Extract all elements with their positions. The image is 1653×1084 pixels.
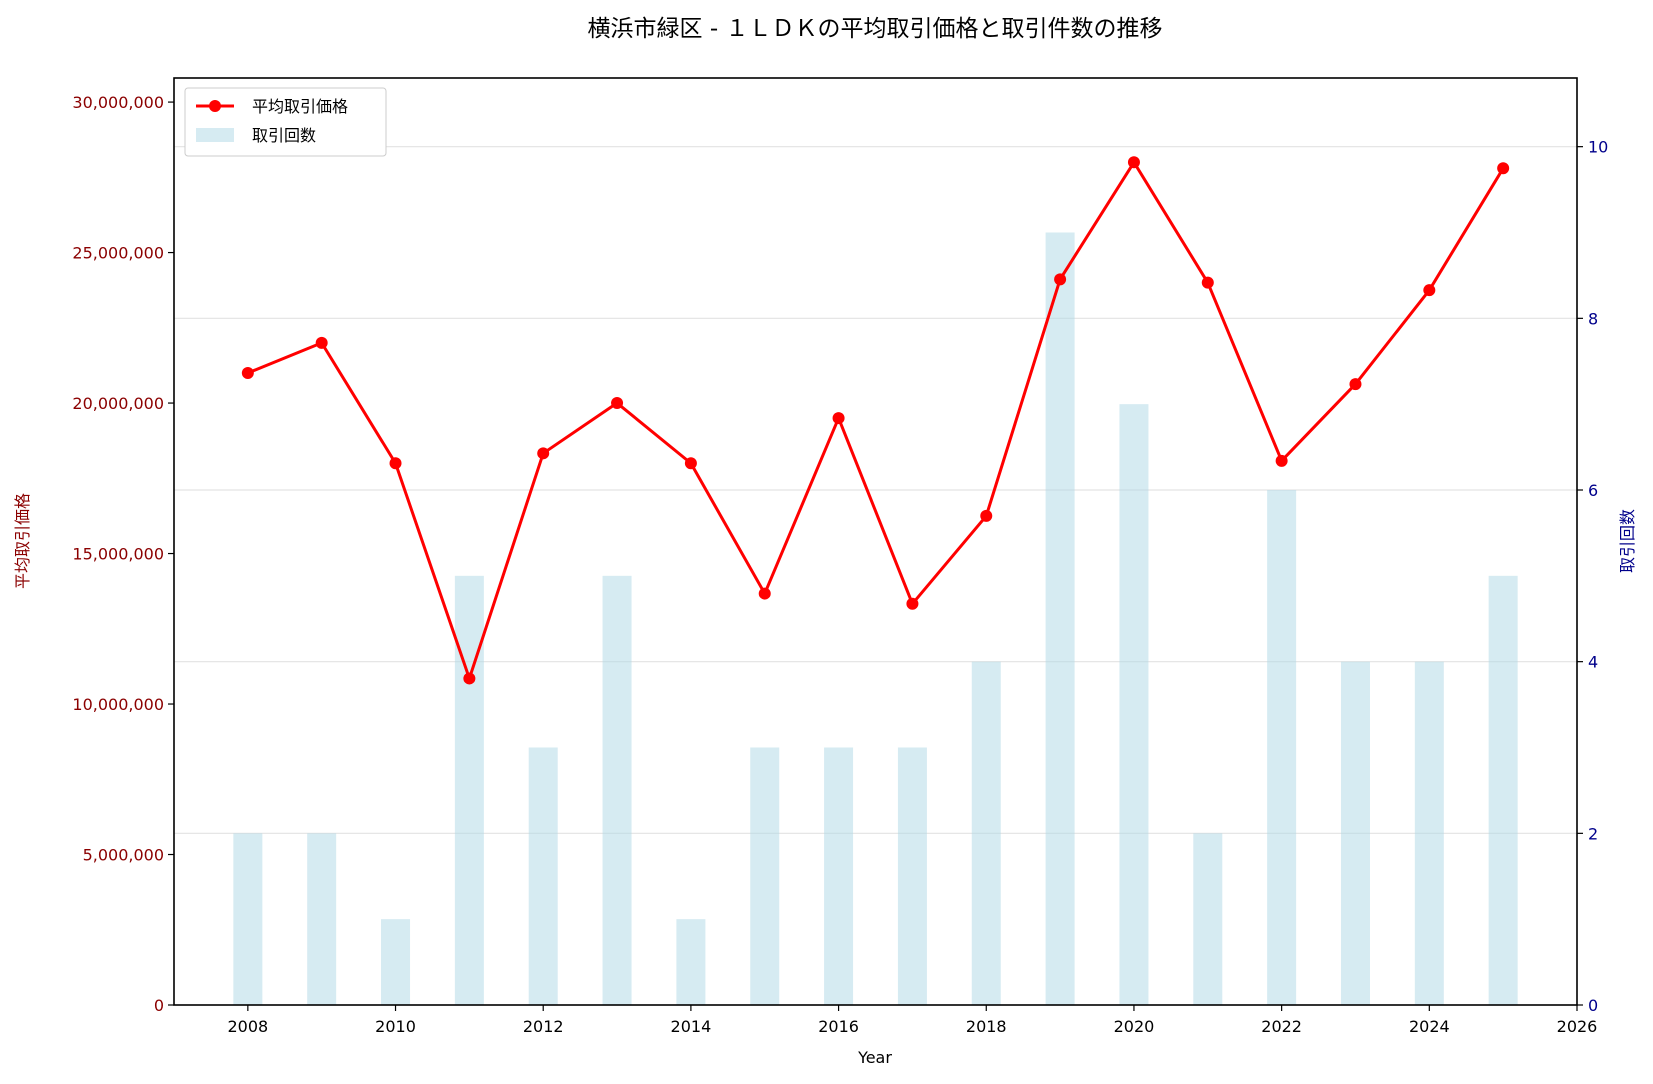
- y-left-tick-label: 30,000,000: [72, 93, 164, 112]
- price-point: [980, 509, 993, 522]
- line-series: [241, 156, 1510, 685]
- y-right-tick-label: 2: [1588, 824, 1598, 843]
- bar: [307, 833, 337, 1005]
- x-tick-label: 2012: [523, 1017, 564, 1036]
- x-axis: 2008 2010 2012 2014 2016 2018 2020 2022 2024 2026: [227, 1005, 1597, 1036]
- bar: [381, 919, 411, 1005]
- bar: [1045, 232, 1075, 1005]
- y-right-tick-label: 4: [1588, 653, 1598, 672]
- bar: [971, 661, 1001, 1005]
- price-point: [1275, 454, 1288, 467]
- legend-bar-swatch: [196, 128, 234, 142]
- price-point: [389, 457, 402, 470]
- bar: [750, 747, 780, 1005]
- y-left-tick-label: 5,000,000: [83, 846, 164, 865]
- x-tick-label: 2016: [818, 1017, 859, 1036]
- price-point: [758, 587, 771, 600]
- y-left-tick-label: 0: [154, 996, 164, 1015]
- y-right-tick-label: 0: [1588, 996, 1598, 1015]
- y-axis-right-label: 取引回数: [1618, 509, 1637, 573]
- price-point: [611, 397, 624, 410]
- bar: [454, 575, 484, 1005]
- legend-line-marker: [209, 100, 221, 112]
- bar: [528, 747, 558, 1005]
- y-left-tick-label: 20,000,000: [72, 394, 164, 413]
- x-tick-label: 2008: [227, 1017, 268, 1036]
- bar: [1267, 490, 1297, 1005]
- legend-label-count: 取引回数: [252, 126, 316, 145]
- price-point: [537, 447, 550, 460]
- y-left-tick-label: 15,000,000: [72, 545, 164, 564]
- bar: [1340, 661, 1370, 1005]
- bar: [897, 747, 927, 1005]
- y-axis-right: 0 2 4 6 8 10: [1577, 138, 1608, 1015]
- y-right-tick-label: 10: [1588, 138, 1608, 157]
- y-right-tick-label: 8: [1588, 309, 1598, 328]
- price-point: [1054, 273, 1067, 286]
- bar: [676, 919, 706, 1005]
- y-left-tick-label: 25,000,000: [72, 244, 164, 263]
- price-point: [1349, 378, 1362, 391]
- x-tick-label: 2022: [1261, 1017, 1302, 1036]
- x-tick-label: 2014: [671, 1017, 712, 1036]
- bar: [1414, 661, 1444, 1005]
- price-point: [684, 457, 697, 470]
- y-axis-left: 0 5,000,000 10,000,000 15,000,000 20,000,000…: [72, 93, 174, 1015]
- price-point: [1497, 162, 1510, 175]
- price-point: [906, 597, 919, 610]
- bar-series: [233, 232, 1518, 1006]
- x-axis-label: Year: [857, 1048, 892, 1067]
- x-tick-label: 2024: [1409, 1017, 1450, 1036]
- legend-label-price: 平均取引価格: [252, 97, 348, 116]
- bar: [602, 575, 632, 1005]
- y-axis-left-label: 平均取引価格: [13, 493, 32, 589]
- bar: [1193, 833, 1223, 1005]
- x-tick-label: 2010: [375, 1017, 416, 1036]
- chart-title: 横浜市緑区 - １ＬＤＫの平均取引価格と取引件数の推移: [588, 16, 1163, 42]
- bar: [1488, 575, 1518, 1005]
- price-point: [463, 672, 476, 685]
- x-tick-label: 2020: [1114, 1017, 1155, 1036]
- price-point: [1201, 276, 1214, 289]
- price-point: [832, 412, 845, 425]
- price-point: [1127, 156, 1140, 169]
- price-point: [241, 366, 254, 379]
- legend: 平均取引価格 取引回数: [184, 87, 387, 157]
- price-point: [1423, 284, 1436, 297]
- price-point: [315, 336, 328, 349]
- y-left-tick-label: 10,000,000: [72, 695, 164, 714]
- bar: [824, 747, 854, 1005]
- bar: [233, 833, 263, 1005]
- y-right-tick-label: 6: [1588, 481, 1598, 500]
- legend-box: [184, 87, 387, 157]
- x-tick-label: 2026: [1557, 1017, 1598, 1036]
- price-line: [247, 160, 1505, 680]
- bar: [1119, 404, 1149, 1006]
- plot-area-frame: [173, 77, 1578, 1006]
- x-tick-label: 2018: [966, 1017, 1007, 1036]
